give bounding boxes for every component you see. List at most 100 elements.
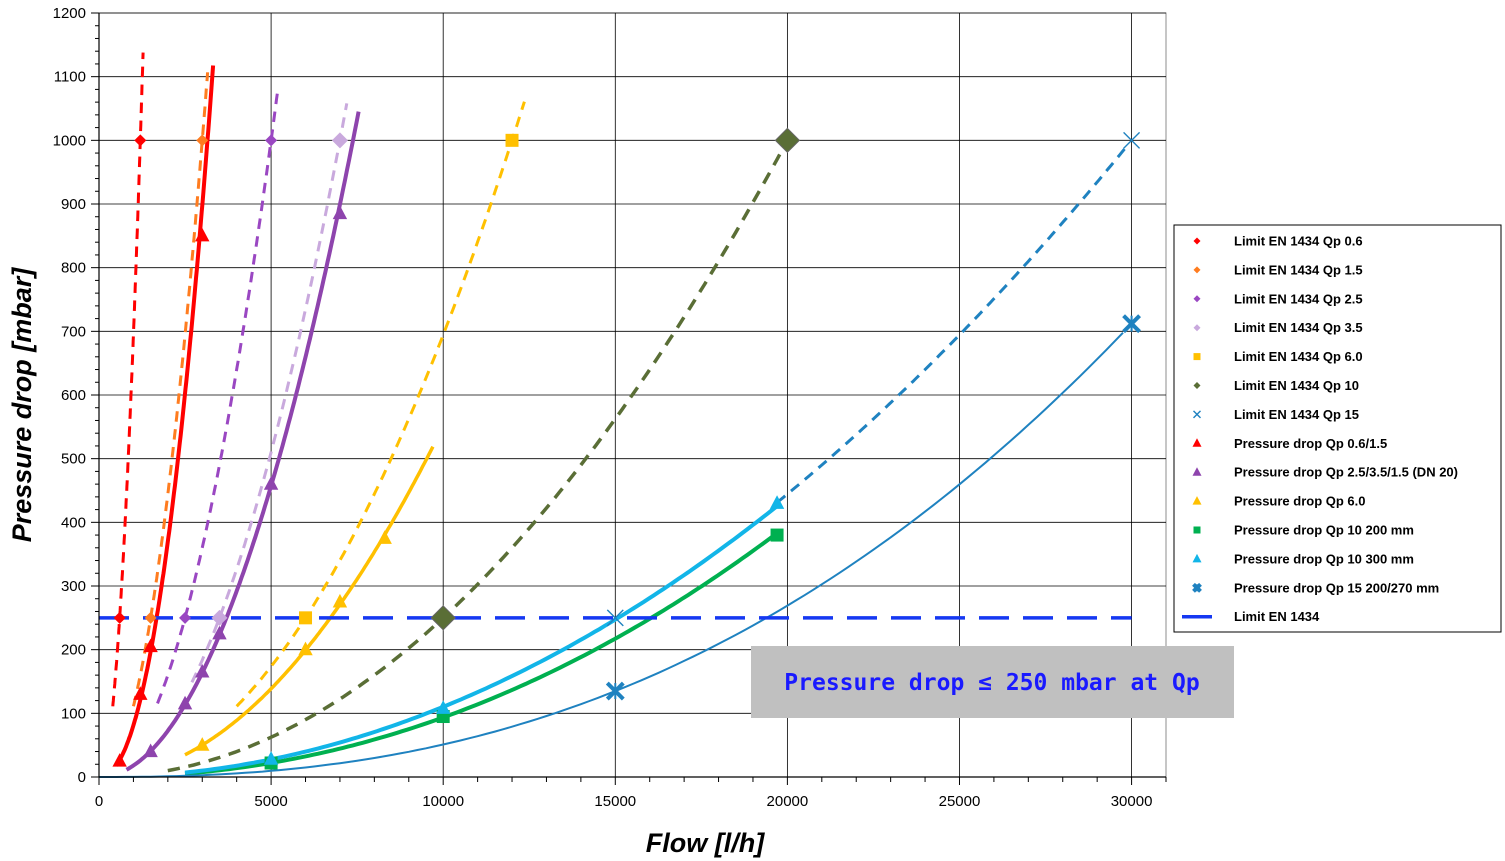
legend-item: Pressure drop Qp 10 200 mm: [1193, 523, 1414, 538]
series-curve: [776, 143, 1130, 504]
data-point: [332, 205, 348, 220]
legend-swatch: [1192, 496, 1202, 505]
legend-label: Limit EN 1434: [1234, 609, 1320, 624]
y-tick-label: 900: [61, 196, 86, 213]
data-point: [177, 695, 193, 710]
data-point: [134, 134, 147, 147]
legend-swatch: [1193, 382, 1201, 389]
data-point: [435, 700, 451, 714]
legend-swatch: [1192, 438, 1202, 447]
y-tick-label: 0: [78, 769, 86, 786]
legend-label: Pressure drop Qp 10 200 mm: [1234, 523, 1414, 538]
legend-item: Limit EN 1434: [1182, 609, 1320, 624]
legend-item: Pressure drop Qp 6.0: [1192, 494, 1366, 509]
data-point: [265, 134, 278, 147]
series-curve: [131, 72, 210, 707]
legend-item: Limit EN 1434 Qp 0.6: [1193, 234, 1363, 249]
legend-swatch: [1193, 237, 1201, 245]
series-curve: [111, 52, 145, 707]
legend-label: Limit EN 1434 Qp 6.0: [1234, 349, 1363, 364]
data-point: [195, 737, 210, 751]
data-point: [505, 133, 519, 147]
legend-item: Pressure drop Qp 10 300 mm: [1192, 551, 1414, 566]
data-point: [143, 743, 158, 758]
legend-label: Pressure drop Qp 6.0: [1234, 494, 1366, 509]
x-tick-label: 25000: [939, 793, 981, 810]
plot-axes: [91, 12, 1167, 785]
legend-swatch: [1193, 353, 1201, 361]
legend-swatch: [1193, 324, 1201, 332]
legend-frame: [1173, 224, 1502, 633]
series-curve: [235, 101, 526, 708]
y-axis-title: Pressure drop [mbar]: [7, 267, 37, 543]
x-tick-label: 5000: [254, 793, 287, 810]
annotation-text: Pressure drop ≤ 250 mbar at Qp: [784, 670, 1199, 696]
data-point: [212, 625, 227, 640]
data-point: [332, 593, 348, 608]
legend-item: Limit EN 1434 Qp 6.0: [1193, 349, 1363, 364]
data-point: [377, 530, 392, 544]
data-point: [133, 686, 148, 700]
x-axis-title: Flow [l/h]: [646, 828, 765, 858]
data-point: [263, 751, 279, 765]
y-tick-label: 400: [61, 514, 86, 531]
legend-label: Limit EN 1434 Qp 2.5: [1234, 291, 1363, 306]
data-point: [143, 638, 158, 653]
y-axis-tick-labels: 0 100 200 300 400 500 600 700 800 900 1000 1100 1200: [53, 5, 86, 786]
legend-label: Limit EN 1434 Qp 10: [1234, 378, 1359, 393]
legend-item: Limit EN 1434 Qp 1.5: [1193, 262, 1363, 277]
y-tick-label: 700: [61, 323, 86, 340]
data-point: [263, 476, 279, 490]
legend-label: Pressure drop Qp 15 200/270 mm: [1234, 580, 1439, 595]
series-curve: [114, 65, 216, 767]
legend-item: Limit EN 1434 Qp 10: [1193, 378, 1359, 393]
data-point: [195, 663, 210, 678]
series-curve: [156, 90, 280, 704]
legend-swatch: [1192, 467, 1202, 476]
data-point: [299, 611, 313, 625]
annotation-box: Pressure drop ≤ 250 mbar at Qp: [751, 646, 1234, 718]
data-point: [195, 227, 210, 242]
y-tick-label: 1200: [53, 5, 86, 22]
x-tick-label: 0: [95, 793, 103, 810]
x-tick-label: 20000: [767, 793, 809, 810]
data-point: [298, 641, 313, 656]
data-point: [179, 611, 192, 624]
legend-label: Pressure drop Qp 0.6/1.5: [1234, 436, 1387, 451]
legend-swatch: [1193, 410, 1201, 419]
data-point: [1123, 131, 1141, 149]
series-curve: [167, 139, 789, 773]
annotation-background: [751, 646, 1234, 718]
data-point: [144, 611, 157, 624]
x-tick-label: 30000: [1111, 793, 1153, 810]
legend-label: Pressure drop Qp 2.5/3.5/1.5 (DN 20): [1234, 465, 1458, 480]
legend-items: Limit EN 1434 Qp 0.6 Limit EN 1434 Qp 1.5…: [1182, 234, 1458, 624]
series-lines: [99, 52, 1132, 778]
legend-label: Limit EN 1434 Qp 1.5: [1234, 262, 1363, 277]
data-point: [112, 753, 127, 767]
series-curve: [190, 103, 349, 683]
legend-label: Pressure drop Qp 10 300 mm: [1234, 551, 1414, 566]
legend-item: Pressure drop Qp 0.6/1.5: [1192, 436, 1387, 451]
legend-label: Limit EN 1434 Qp 3.5: [1234, 320, 1363, 335]
data-point: [331, 132, 348, 149]
y-tick-label: 300: [61, 578, 86, 595]
legend-swatch: [1193, 526, 1201, 534]
y-tick-label: 1100: [54, 69, 86, 86]
x-tick-label: 15000: [594, 793, 636, 810]
legend-label: Limit EN 1434 Qp 0.6: [1234, 234, 1363, 249]
data-point: [769, 495, 785, 509]
series-curve: [184, 445, 435, 757]
y-tick-label: 1000: [53, 132, 86, 149]
legend: Limit EN 1434 Qp 0.6 Limit EN 1434 Qp 1.5…: [1173, 224, 1502, 633]
data-point: [606, 609, 624, 627]
y-tick-label: 800: [61, 260, 86, 277]
data-point: [113, 611, 126, 624]
x-tick-label: 10000: [422, 793, 464, 810]
legend-item: Pressure drop Qp 15 200/270 mm: [1192, 580, 1439, 595]
data-point: [430, 605, 456, 631]
legend-item: Pressure drop Qp 2.5/3.5/1.5 (DN 20): [1192, 465, 1458, 480]
y-tick-label: 200: [61, 642, 86, 659]
y-tick-label: 100: [61, 705, 86, 722]
